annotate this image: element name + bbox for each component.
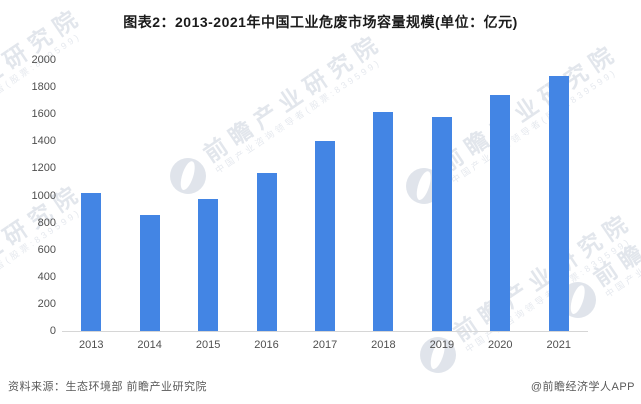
chart-title: 图表2：2013-2021年中国工业危废市场容量规模(单位：亿元)	[123, 14, 518, 30]
y-axis: 2000 1800 1600 1400 1200 1000 800 600 400 200 0	[0, 0, 56, 404]
bar-2013	[81, 193, 102, 331]
x-tick-2015: 2015	[195, 339, 221, 351]
app-credit: @前瞻经济学人APP	[530, 381, 635, 393]
bar-2019	[431, 117, 452, 331]
x-tick-2021: 2021	[546, 339, 571, 351]
x-tick-2019: 2019	[429, 339, 455, 351]
y-tick-800: 800	[37, 216, 56, 229]
bars-row	[62, 61, 588, 331]
x-axis-labels: 2013 2014 2015 2016 2017 2018 2019 2020 2021	[62, 339, 588, 351]
bar-2017	[314, 141, 335, 331]
qianzhan-logo-icon	[413, 330, 463, 380]
plot-area	[62, 61, 588, 332]
x-tick-2018: 2018	[371, 339, 396, 351]
x-tick-2017: 2017	[312, 339, 338, 351]
y-tick-1800: 1800	[31, 81, 56, 94]
bar-2014	[139, 215, 160, 331]
bar-2018	[373, 111, 394, 331]
y-tick-1000: 1000	[31, 189, 56, 202]
watermark-text: 前瞻产业研究院	[589, 152, 641, 292]
y-tick-0: 0	[49, 325, 56, 337]
y-tick-200: 200	[37, 297, 56, 310]
y-tick-1400: 1400	[31, 135, 56, 148]
watermark-subtext: 中国产业咨询领导者(股票:839599)	[603, 180, 641, 300]
x-tick-2016: 2016	[254, 339, 279, 351]
bar-2016	[256, 172, 277, 331]
y-tick-1200: 1200	[31, 162, 56, 175]
x-tick-2020: 2020	[488, 339, 513, 351]
bar-2015	[198, 198, 219, 331]
source-note: 资料来源：生态环境部 前瞻产业研究院	[8, 381, 208, 393]
y-tick-1600: 1600	[31, 108, 56, 121]
y-tick-600: 600	[37, 243, 56, 256]
y-tick-2000: 2000	[31, 54, 56, 66]
x-tick-2013: 2013	[78, 339, 104, 351]
bar-2020	[490, 94, 511, 331]
x-tick-2014: 2014	[137, 339, 162, 351]
bar-2021	[548, 76, 569, 331]
y-tick-400: 400	[37, 270, 56, 283]
